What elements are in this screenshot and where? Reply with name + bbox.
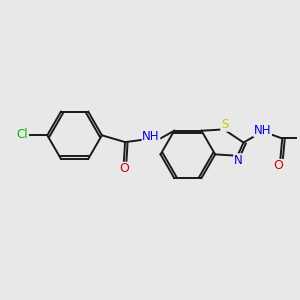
Text: NH: NH xyxy=(254,124,272,136)
Text: S: S xyxy=(221,118,228,131)
Text: Cl: Cl xyxy=(17,128,28,141)
Text: O: O xyxy=(274,160,284,172)
Text: N: N xyxy=(234,154,243,167)
Text: O: O xyxy=(119,162,129,175)
Text: NH: NH xyxy=(142,130,160,143)
